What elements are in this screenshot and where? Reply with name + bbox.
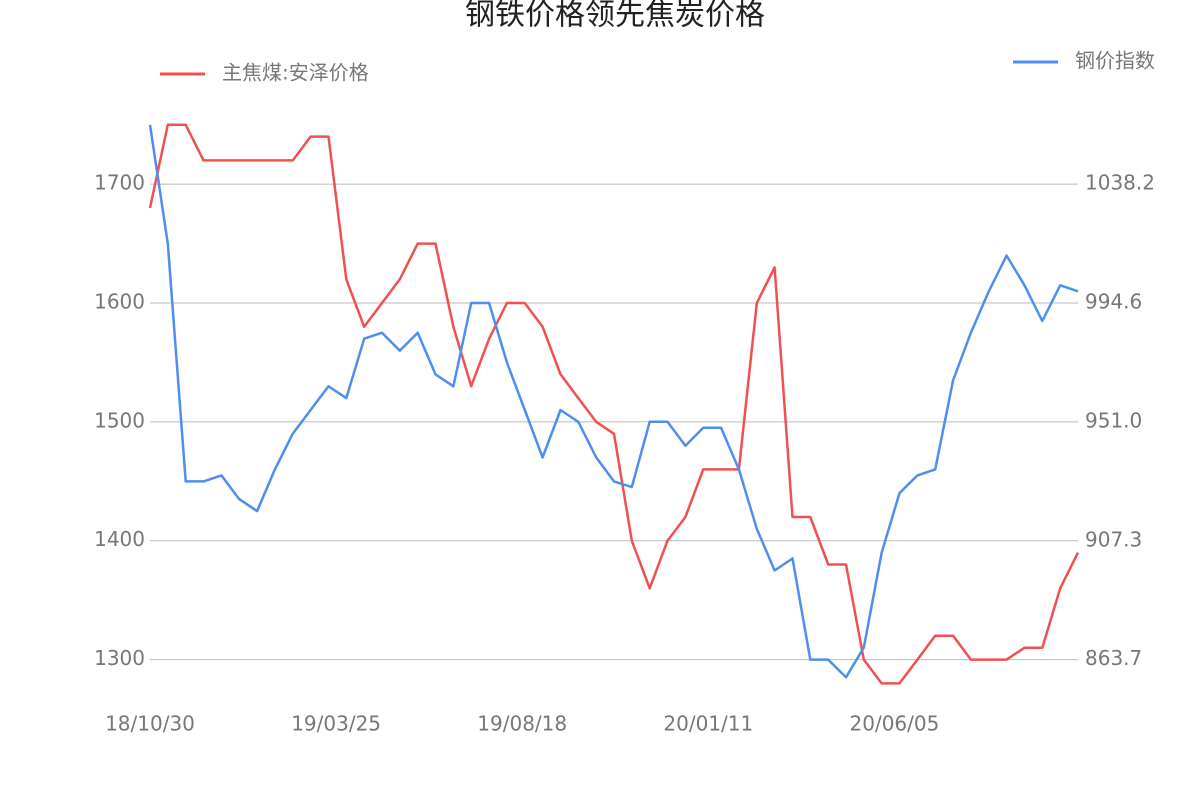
chart-title: 钢铁价格领先焦炭价格 [465, 0, 765, 33]
x-tick-label: 20/01/11 [663, 712, 753, 736]
y2-tick-label: 863.7 [1085, 646, 1142, 670]
legend-label: 钢价指数 [1075, 49, 1155, 73]
y2-tick-label: 907.3 [1085, 527, 1142, 551]
y2-tick-label: 994.6 [1085, 289, 1142, 313]
legend-label: 主焦煤:安泽价格 [222, 61, 369, 85]
x-tick-label: 19/03/25 [291, 712, 381, 736]
x-tick-label: 18/10/30 [105, 712, 195, 736]
line-series [148, 124, 1079, 679]
y-tick-label: 1300 [94, 646, 145, 670]
y-tick-label: 1500 [94, 408, 145, 432]
x-tick-label: 20/06/05 [850, 712, 940, 736]
y2-tick-label: 1038.2 [1085, 171, 1155, 195]
x-tick-label: 19/08/18 [477, 712, 567, 736]
y-tick-label: 1400 [94, 527, 145, 551]
y2-tick-label: 951.0 [1085, 408, 1142, 432]
y-tick-label: 1700 [94, 171, 145, 195]
y-tick-label: 1600 [94, 290, 145, 314]
line-series [148, 123, 1080, 685]
